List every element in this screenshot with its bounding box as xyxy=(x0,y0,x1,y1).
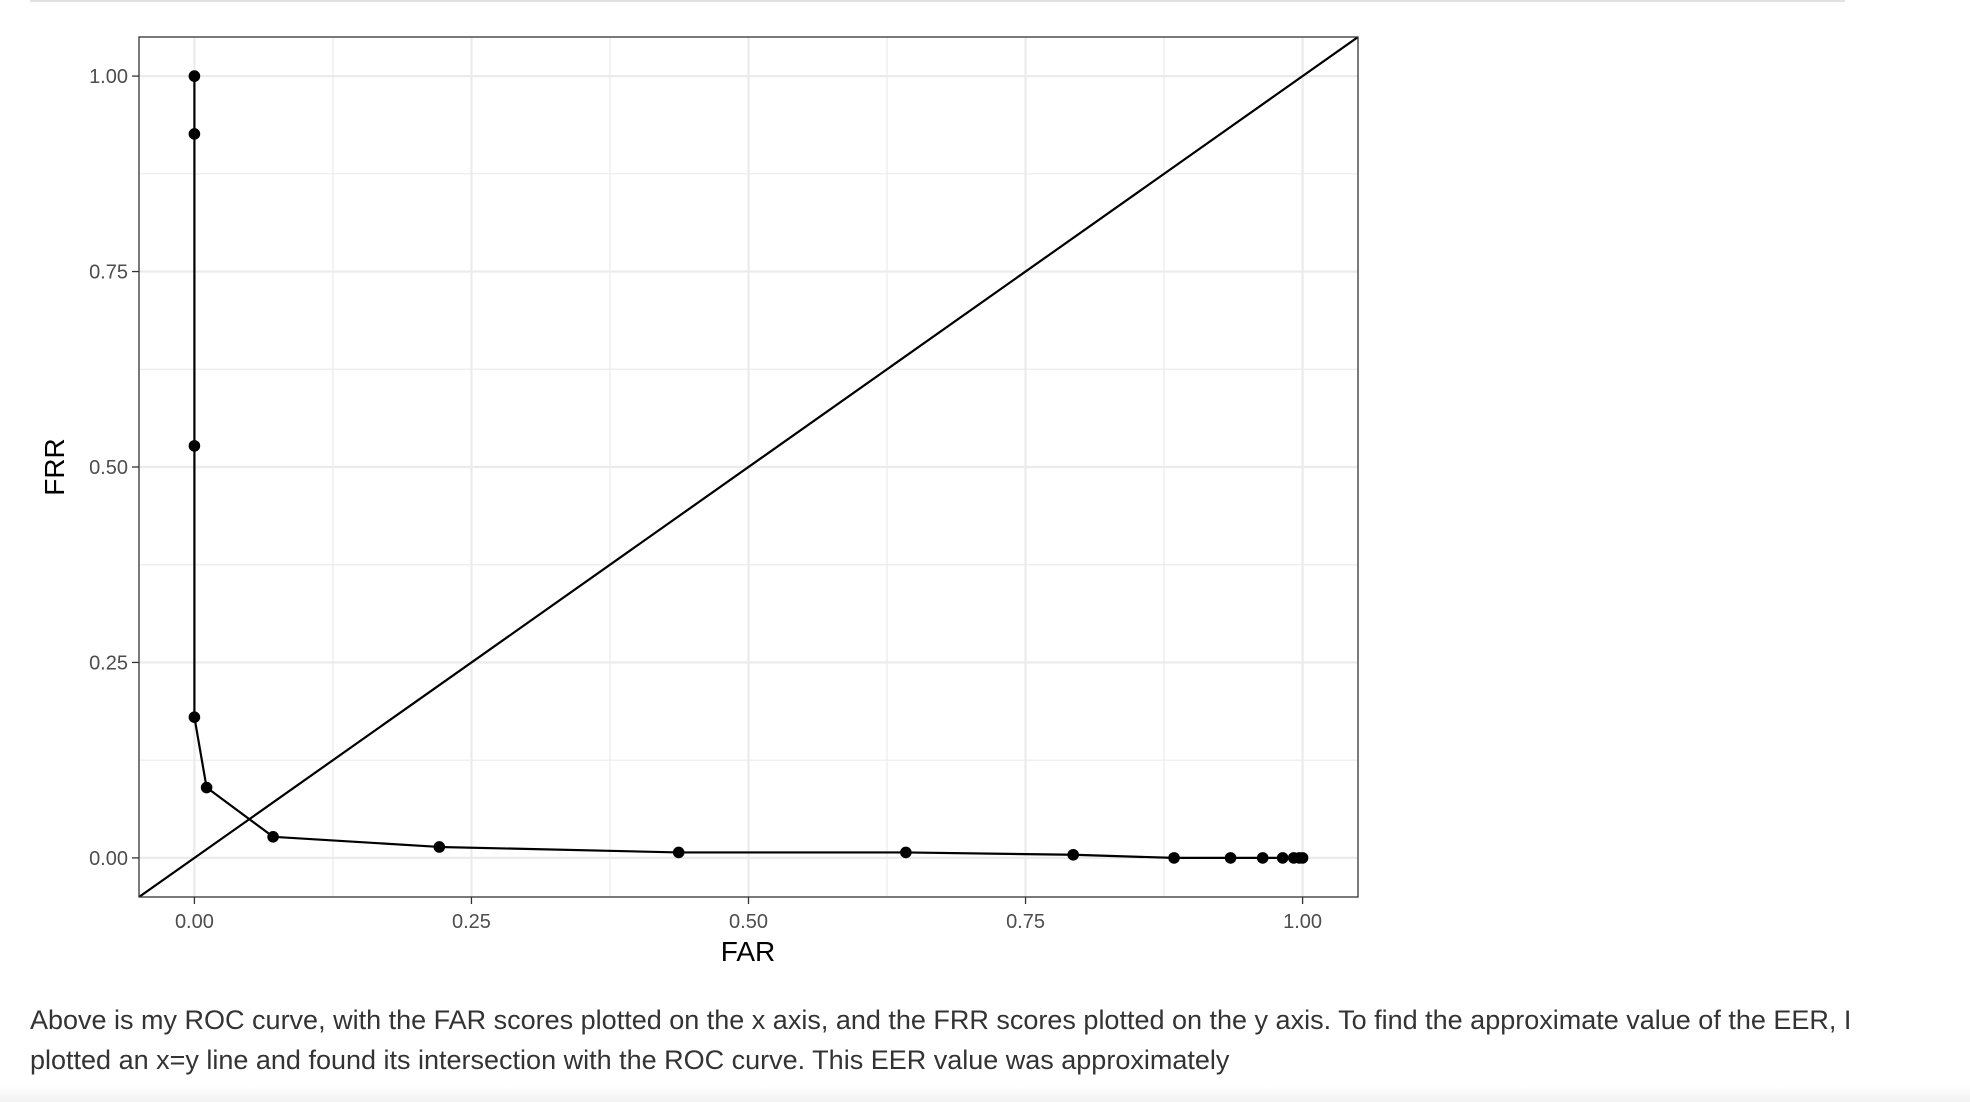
y-axis-title: FRR xyxy=(39,438,70,496)
roc-data-point xyxy=(267,831,279,843)
equal-error-reference-line xyxy=(139,37,1358,897)
roc-data-point xyxy=(200,781,213,794)
roc-data-point xyxy=(433,841,446,853)
roc-data-point xyxy=(1276,852,1289,864)
page-bottom-edge xyxy=(0,1086,1970,1102)
y-tick-label: 0.75 xyxy=(89,262,128,284)
roc-data-point xyxy=(1256,852,1269,864)
roc-chart: 0.00 0.25 0.50 0.75 1.00 0.00 0.25 0.50 0.75 1.00… xyxy=(39,36,1359,967)
roc-data-point xyxy=(900,846,912,859)
roc-data-point xyxy=(1067,848,1079,861)
y-tick-label: 0.50 xyxy=(89,457,128,479)
top-divider xyxy=(30,0,1845,2)
plot-area xyxy=(139,37,1358,897)
roc-data-point xyxy=(1168,852,1180,864)
x-axis-title: FAR xyxy=(721,936,775,967)
roc-data-point xyxy=(1224,852,1237,864)
y-tick-label: 1.00 xyxy=(89,66,128,88)
roc-data-point xyxy=(1296,852,1309,864)
y-tick-label: 0.00 xyxy=(89,848,128,870)
grid-lines xyxy=(139,37,1358,897)
x-tick-label: 0.25 xyxy=(452,911,491,933)
y-tick-label: 0.25 xyxy=(89,652,128,674)
roc-data-point xyxy=(672,846,685,859)
roc-data-point xyxy=(188,440,201,452)
x-tick-label: 0.75 xyxy=(1006,911,1045,933)
roc-data-point xyxy=(188,70,201,82)
axes: 0.00 0.25 0.50 0.75 1.00 0.00 0.25 0.50 0.75 1.00 xyxy=(89,66,1322,933)
x-tick-label: 0.00 xyxy=(175,911,214,933)
caption-text: Above is my ROC curve, with the FAR scor… xyxy=(30,1005,1852,1075)
roc-data-point xyxy=(188,711,201,723)
x-tick-label: 1.00 xyxy=(1283,911,1322,933)
roc-data-point xyxy=(188,128,201,140)
x-tick-label: 0.50 xyxy=(729,911,768,933)
